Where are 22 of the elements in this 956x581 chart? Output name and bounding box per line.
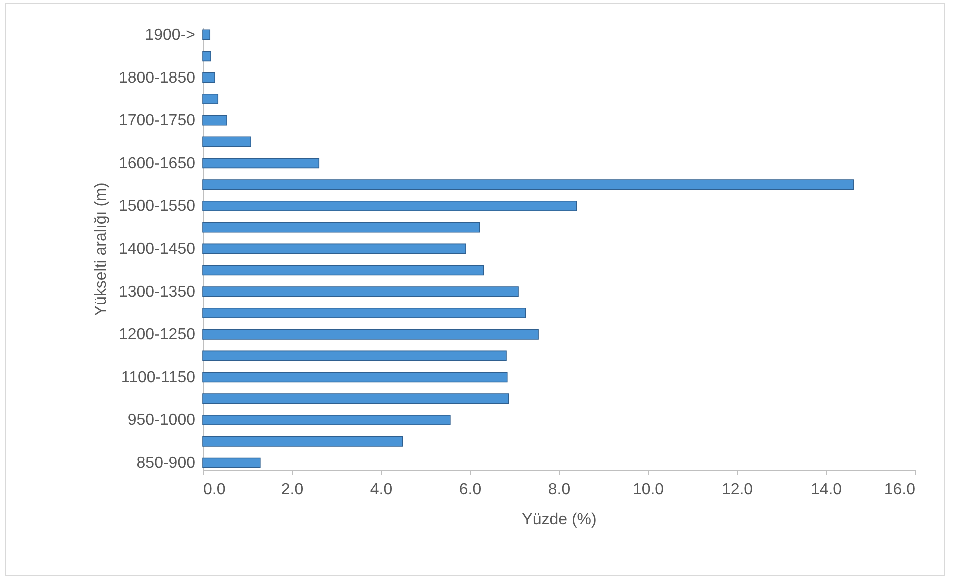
y-tick-label: 1800-1850: [118, 70, 196, 87]
x-tick-label: 12.0: [722, 482, 754, 498]
y-tick-label: 1700-1750: [118, 112, 196, 130]
y-tick-label: 1400-1450: [118, 241, 196, 258]
x-tick-label: 2.0: [281, 482, 304, 498]
y-axis-title: Yükselti aralığı (m): [92, 182, 110, 316]
y-tick-label: 850-900: [136, 455, 196, 472]
y-tick-label: 1500-1550: [118, 198, 196, 216]
y-tick-label: 1600-1650: [118, 155, 196, 172]
y-tick-label: 1900->: [145, 26, 196, 44]
x-tick-label: 0.0: [204, 482, 226, 498]
y-tick-label: 1300-1350: [118, 284, 196, 301]
y-tick-label: 1200-1250: [118, 326, 196, 344]
x-tick-label: 16.0: [884, 482, 916, 498]
x-axis-title: Yüzde (%): [522, 512, 597, 528]
x-tick-label: 8.0: [548, 482, 571, 498]
x-tick-label: 14.0: [810, 482, 842, 498]
x-tick-label: 10.0: [632, 482, 664, 498]
x-tick-label: 4.0: [370, 482, 393, 498]
y-tick-label: 950-1000: [128, 412, 196, 430]
x-tick-label: 6.0: [459, 482, 482, 498]
y-tick-label: 1100-1150: [121, 369, 196, 386]
